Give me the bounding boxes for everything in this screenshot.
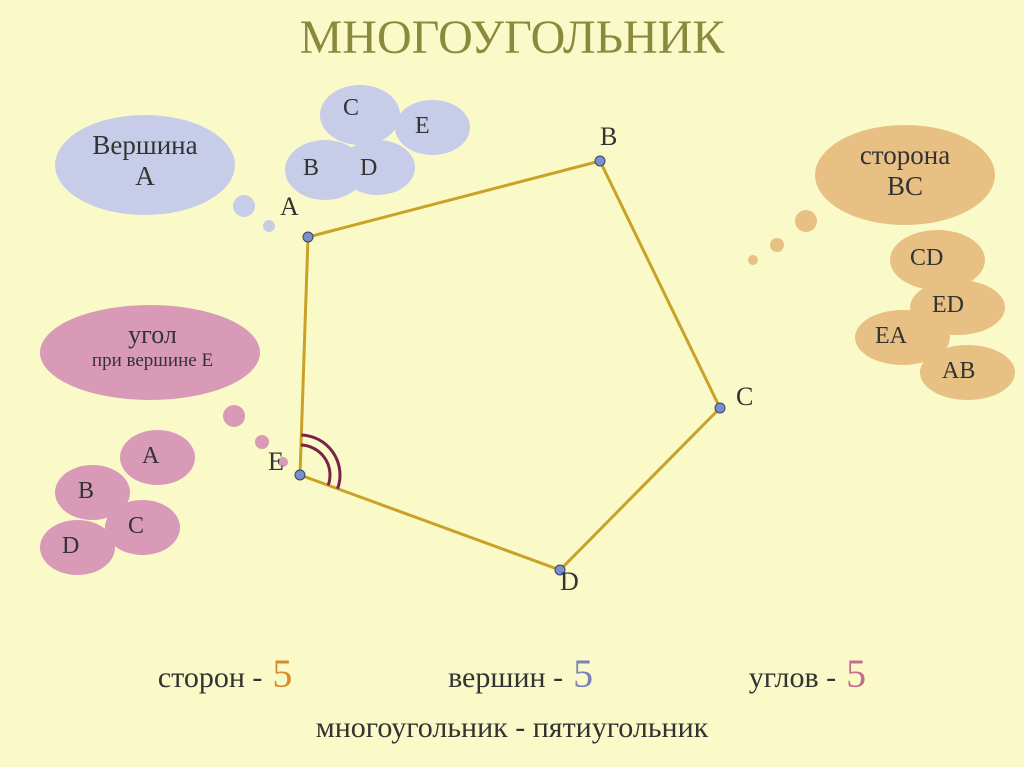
summary-vertices: вершин - 5 [448, 650, 593, 697]
svg-text:D: D [560, 567, 579, 596]
summary-angles: углов - 5 [749, 650, 866, 697]
svg-text:E: E [268, 447, 284, 476]
summary-sides-label: сторон - [158, 661, 263, 695]
svg-text:C: C [736, 382, 753, 411]
summary-row: сторон - 5 вершин - 5 углов - 5 [0, 650, 1024, 697]
summary-sides: сторон - 5 [158, 650, 293, 697]
summary-vertices-value: 5 [573, 650, 593, 697]
summary-sides-value: 5 [272, 650, 292, 697]
summary-angles-label: углов - [749, 661, 836, 695]
conclusion-text: многоугольник - пятиугольник [0, 711, 1024, 745]
svg-text:B: B [600, 122, 617, 151]
summary-angles-value: 5 [846, 650, 866, 697]
svg-text:A: A [280, 192, 299, 221]
summary-vertices-label: вершин - [448, 661, 563, 695]
